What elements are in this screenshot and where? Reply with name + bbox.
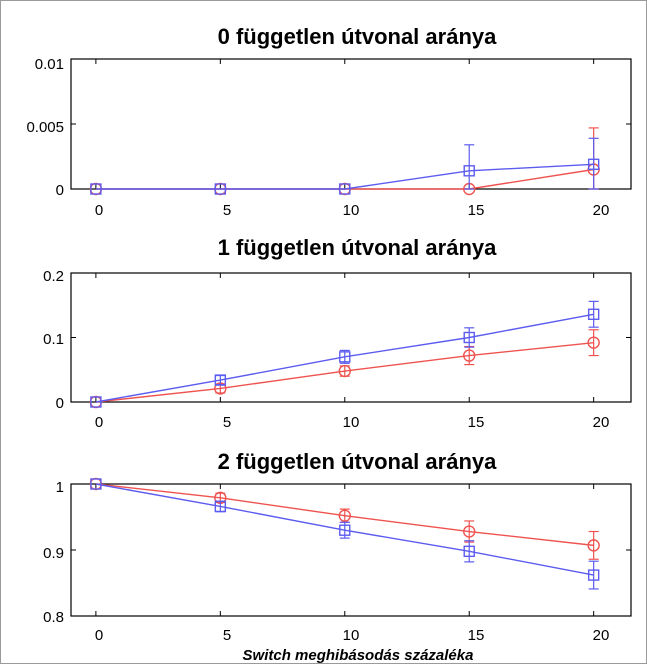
data-point xyxy=(339,351,351,363)
data-point xyxy=(587,158,600,171)
x-tick-label: 15 xyxy=(468,202,485,219)
x-tick-label: 5 xyxy=(223,414,231,431)
x-tick-label: 10 xyxy=(343,627,360,644)
data-point xyxy=(339,524,351,536)
data-point xyxy=(214,500,227,513)
x-tick-label: 10 xyxy=(343,202,360,219)
panel-0: 0 független útvonal aránya 0 0.005 0.01 … xyxy=(26,24,632,219)
chart-title: 0 független útvonal aránya xyxy=(218,24,497,49)
x-tick-label: 10 xyxy=(343,414,360,431)
y-tick-label: 1 xyxy=(56,479,64,496)
x-tick-label: 0 xyxy=(95,202,103,219)
x-tick-label: 15 xyxy=(468,414,485,431)
y-tick-label: 0.01 xyxy=(35,56,64,73)
plot-area xyxy=(70,272,632,403)
data-point xyxy=(463,331,475,344)
y-tick-label: 0.9 xyxy=(43,545,64,562)
data-point xyxy=(338,364,351,378)
data-point xyxy=(338,509,351,522)
data-point xyxy=(90,183,102,195)
x-axis-label: Switch meghibásodás százaléka xyxy=(243,647,474,663)
x-tick-label: 0 xyxy=(95,627,103,644)
data-point xyxy=(587,569,600,581)
data-point xyxy=(587,539,600,552)
series-line xyxy=(95,163,594,190)
data-point xyxy=(339,183,351,195)
chart-title: 1 független útvonal aránya xyxy=(218,235,497,260)
x-tick-label: 5 xyxy=(223,627,231,644)
y-tick-label: 0.2 xyxy=(43,268,64,285)
x-tick-label: 0 xyxy=(95,414,103,431)
data-point xyxy=(463,545,475,558)
data-point xyxy=(463,165,475,177)
data-point xyxy=(214,374,227,386)
x-tick-label: 20 xyxy=(593,627,610,644)
data-point xyxy=(463,525,476,538)
data-point xyxy=(90,478,102,490)
x-tick-label: 5 xyxy=(223,202,231,219)
y-tick-label: 0 xyxy=(56,395,64,412)
data-point xyxy=(587,308,600,320)
chart-title: 2 független útvonal aránya xyxy=(218,449,497,474)
panel-1: 1 független útvonal aránya 0 0.1 0.2 0 5… xyxy=(43,235,632,431)
plot-area xyxy=(70,483,632,617)
data-point xyxy=(214,183,227,195)
x-tick-label: 20 xyxy=(593,414,610,431)
data-point xyxy=(463,349,476,362)
data-point xyxy=(90,396,102,408)
y-tick-label: 0 xyxy=(56,182,64,199)
plot-area xyxy=(70,58,632,190)
y-tick-label: 0.8 xyxy=(43,609,64,626)
y-tick-label: 0.005 xyxy=(26,119,64,136)
data-point xyxy=(587,336,600,349)
x-tick-label: 20 xyxy=(593,202,610,219)
panel-2: 2 független útvonal aránya 0.8 0.9 1 0 5… xyxy=(43,449,632,663)
x-tick-label: 15 xyxy=(468,627,485,644)
y-tick-label: 0.1 xyxy=(43,331,64,348)
